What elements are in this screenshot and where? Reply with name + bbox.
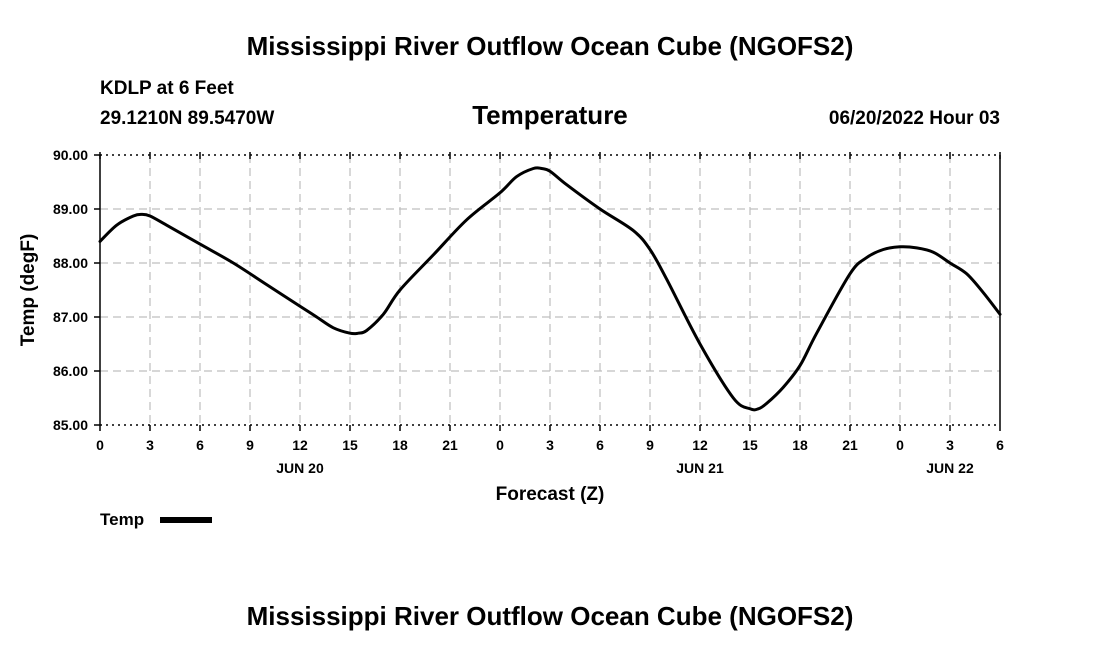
- x-axis-label: Forecast (Z): [496, 484, 605, 505]
- x-tick-label: 6: [196, 437, 204, 453]
- x-tick-label: 15: [342, 437, 358, 453]
- x-tick-label: 18: [392, 437, 408, 453]
- chart-title: Temperature: [472, 100, 628, 130]
- x-day-label: JUN 21: [676, 460, 724, 476]
- tick-labels: 85.00 86.00 87.00 88.00 89.00 90.00 0 3 6 9 12 15 18…: [53, 147, 1004, 476]
- x-tick-label: 0: [96, 437, 104, 453]
- x-tick-label: 6: [996, 437, 1004, 453]
- footer-title: Mississippi River Outflow Ocean Cube (NG…: [247, 601, 854, 631]
- x-tick-label: 9: [246, 437, 254, 453]
- y-tick-label: 85.00: [53, 417, 88, 433]
- y-axis-label: Temp (degF): [18, 234, 39, 347]
- x-tick-label: 3: [946, 437, 954, 453]
- axes: [94, 152, 1001, 431]
- y-tick-label: 88.00: [53, 255, 88, 271]
- x-day-label: JUN 20: [276, 460, 324, 476]
- x-tick-label: 9: [646, 437, 654, 453]
- legend-label: Temp: [100, 510, 144, 529]
- x-tick-label: 12: [292, 437, 308, 453]
- main-title: Mississippi River Outflow Ocean Cube (NG…: [247, 31, 854, 61]
- x-tick-label: 0: [496, 437, 504, 453]
- forecast-datetime: 06/20/2022 Hour 03: [829, 108, 1000, 129]
- legend: Temp: [100, 510, 212, 529]
- grid-lines: [100, 154, 1000, 426]
- x-tick-label: 6: [596, 437, 604, 453]
- series-line-temp: [98, 166, 1002, 412]
- x-tick-label: 3: [146, 437, 154, 453]
- x-tick-label: 21: [442, 437, 458, 453]
- x-tick-label: 15: [742, 437, 758, 453]
- coordinates-label: 29.1210N 89.5470W: [100, 108, 274, 129]
- x-day-label: JUN 22: [926, 460, 974, 476]
- x-tick-label: 12: [692, 437, 708, 453]
- y-tick-label: 90.00: [53, 147, 88, 163]
- x-tick-label: 21: [842, 437, 858, 453]
- y-tick-label: 86.00: [53, 363, 88, 379]
- y-tick-label: 89.00: [53, 201, 88, 217]
- x-tick-label: 3: [546, 437, 554, 453]
- legend-swatch: [160, 517, 212, 523]
- x-tick-label: 0: [896, 437, 904, 453]
- y-tick-label: 87.00: [53, 309, 88, 325]
- x-tick-label: 18: [792, 437, 808, 453]
- station-label: KDLP at 6 Feet: [100, 78, 234, 99]
- series-layer: [98, 166, 1002, 412]
